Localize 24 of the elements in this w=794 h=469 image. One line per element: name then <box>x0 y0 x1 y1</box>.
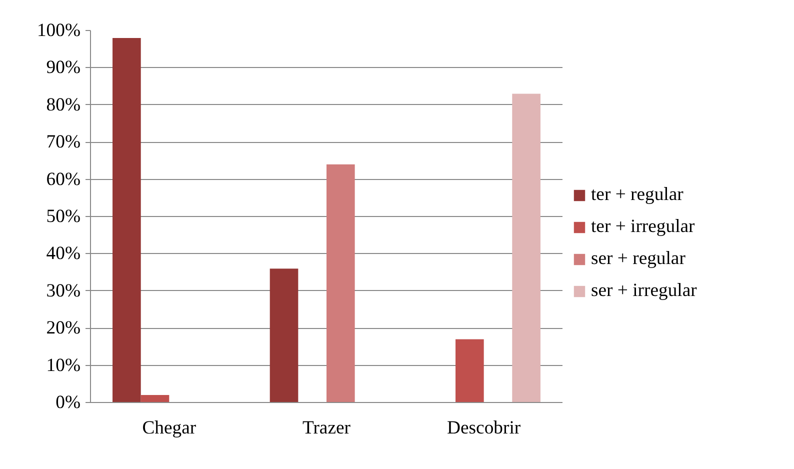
y-tick-label: 40% <box>46 243 81 264</box>
x-tick-label: Descobrir <box>447 418 522 438</box>
legend-label: ter + regular <box>591 184 684 206</box>
legend-label: ser + irregular <box>591 280 697 302</box>
y-tick-label: 20% <box>46 318 81 339</box>
y-tick-label: 10% <box>46 354 81 376</box>
y-tick-label: 80% <box>46 94 81 116</box>
bar <box>112 38 141 402</box>
y-tick-label: 50% <box>46 206 81 227</box>
x-tick-label: Trazer <box>302 418 352 438</box>
legend-label: ter + irregular <box>591 216 695 238</box>
bar <box>140 395 170 402</box>
y-tick-label: 90% <box>46 57 81 78</box>
bar <box>326 164 355 402</box>
bar <box>270 268 298 402</box>
bar <box>456 339 484 402</box>
x-tick-label: Chegar <box>142 418 197 438</box>
y-tick-label: 30% <box>46 280 81 302</box>
legend-label: ser + regular <box>591 248 686 270</box>
y-tick-label: 60% <box>46 168 81 190</box>
y-tick-label: 100% <box>36 20 81 41</box>
y-tick-label: 0% <box>56 392 81 413</box>
y-tick-label: 70% <box>46 132 81 153</box>
bar <box>512 94 540 402</box>
